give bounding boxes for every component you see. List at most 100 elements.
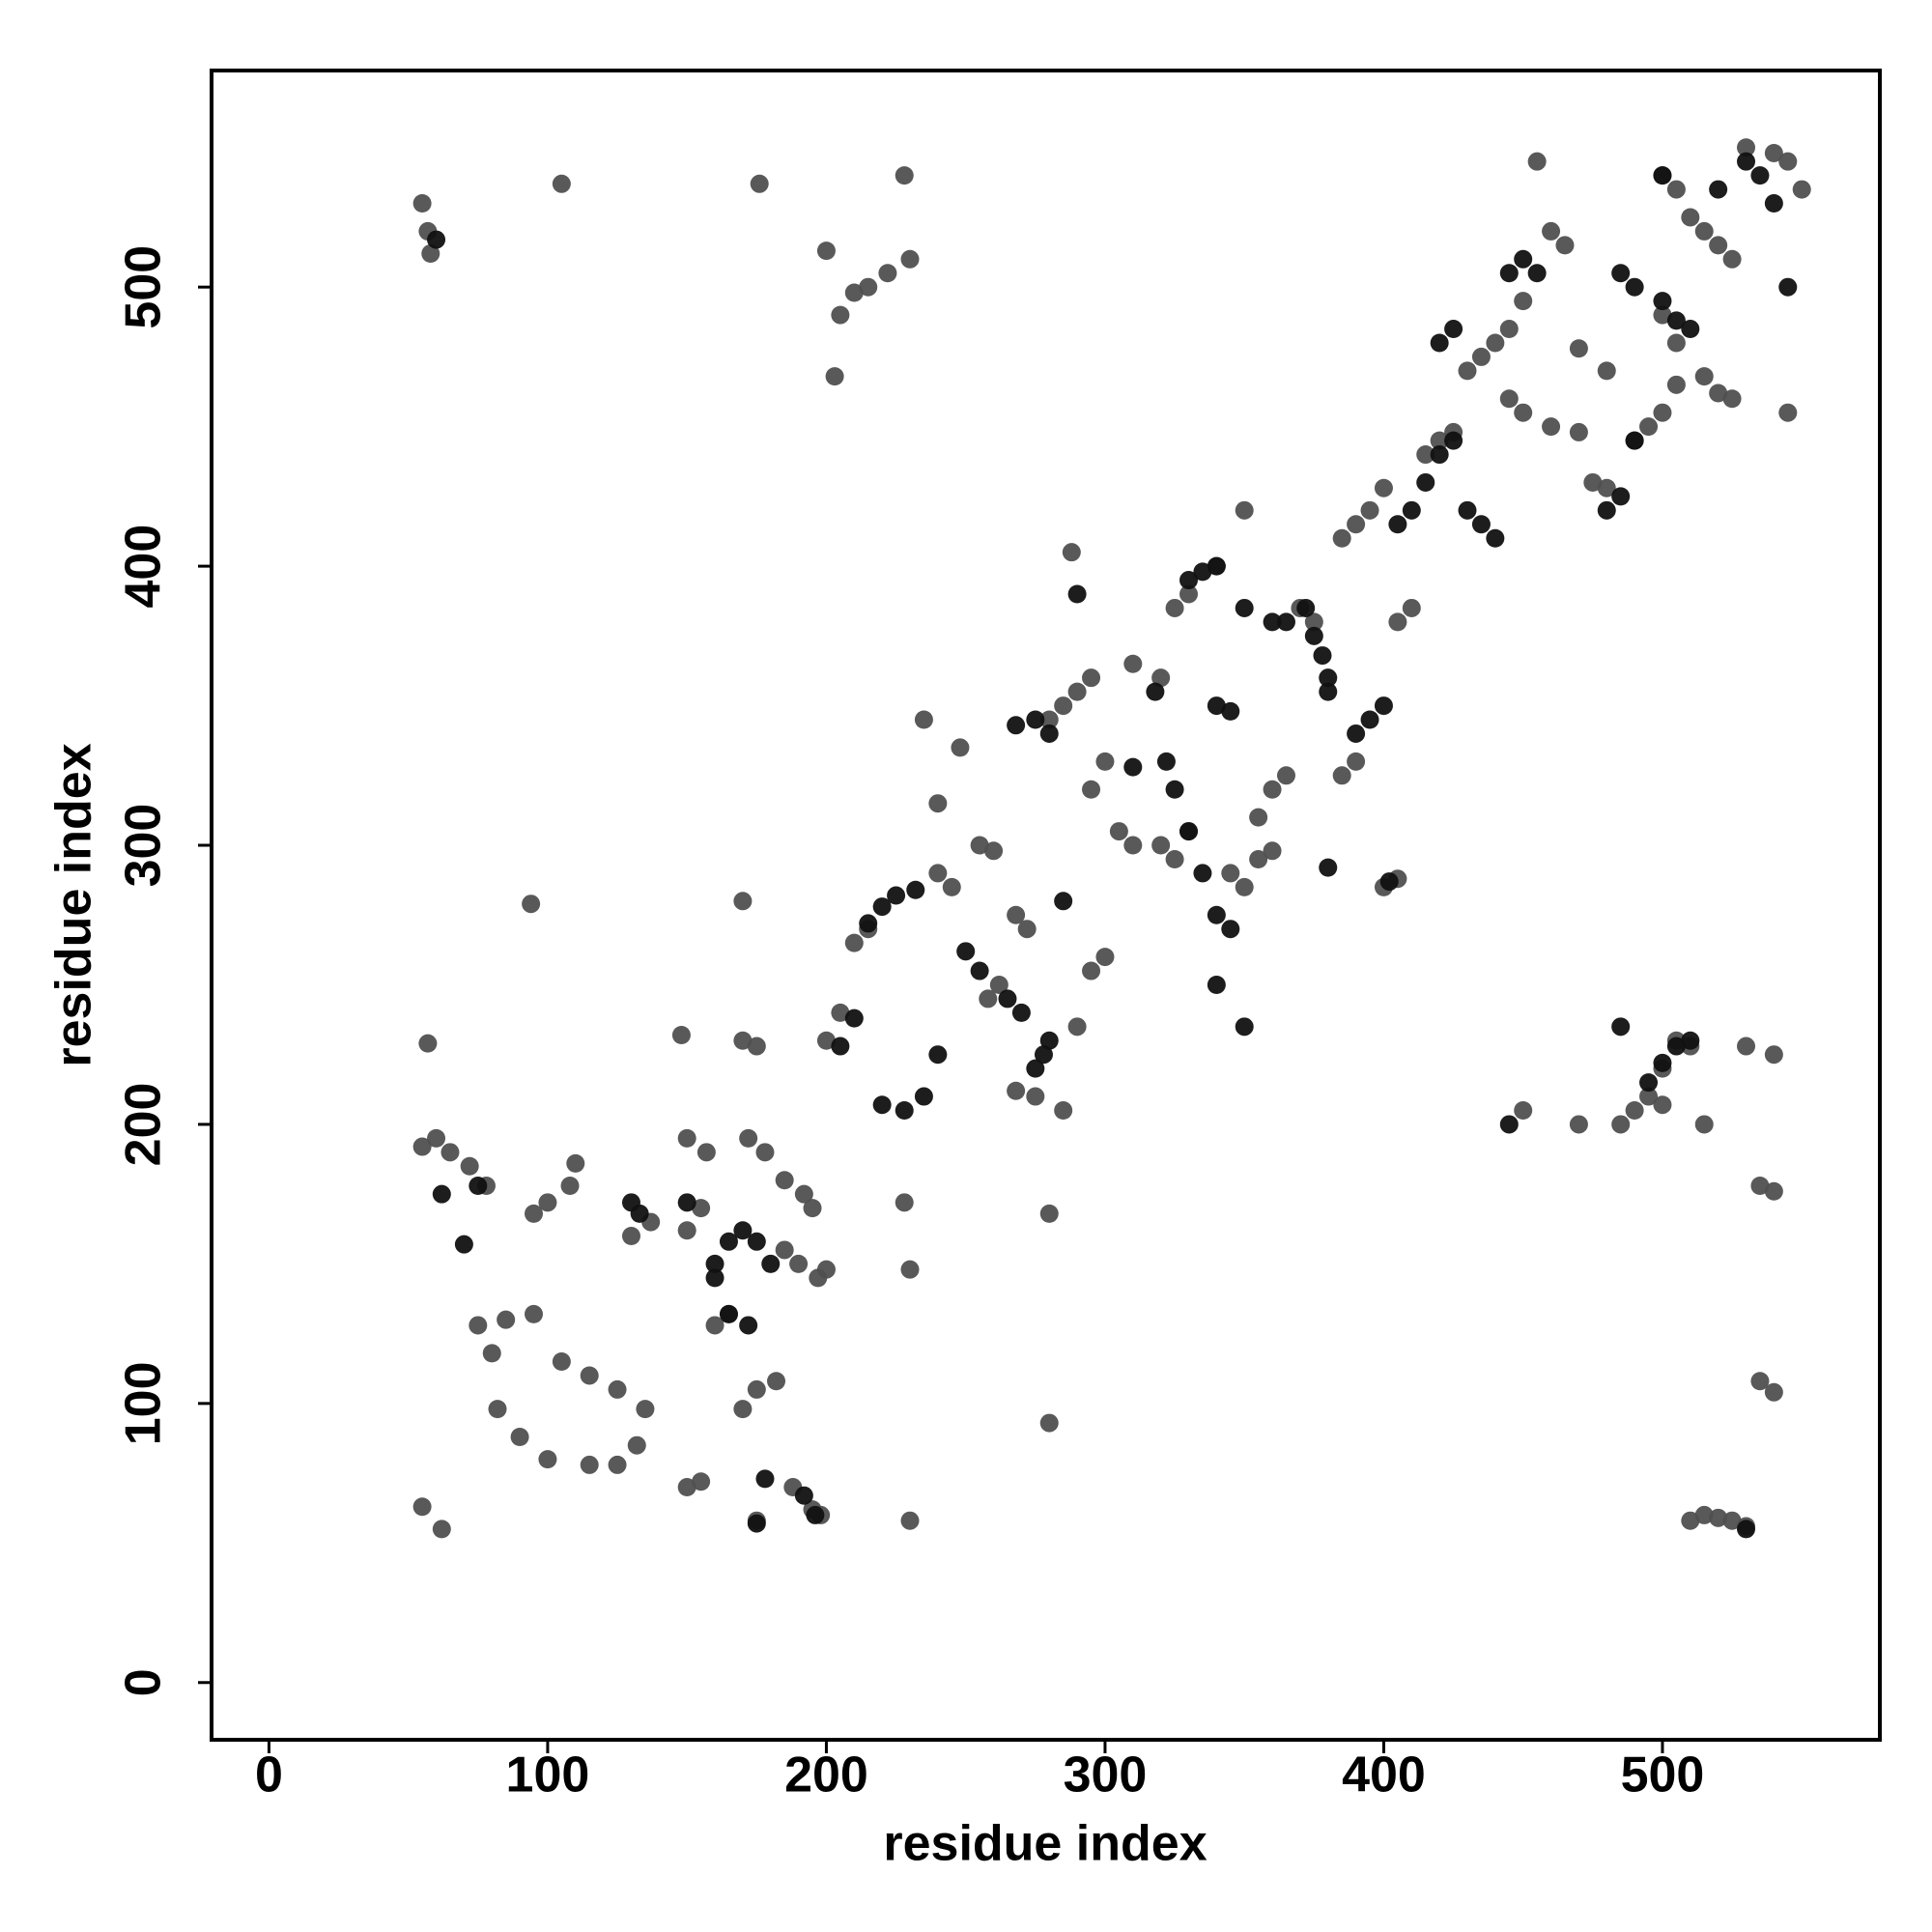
point — [1207, 696, 1226, 716]
point — [733, 1031, 753, 1050]
point — [1653, 1095, 1672, 1115]
point — [1402, 500, 1421, 520]
point — [755, 1469, 775, 1489]
point — [1681, 1031, 1700, 1050]
point — [1514, 403, 1533, 422]
point — [1611, 1017, 1631, 1037]
point — [761, 1254, 781, 1273]
point — [1026, 710, 1045, 729]
point — [1221, 864, 1240, 883]
point — [1722, 389, 1742, 409]
point — [942, 877, 961, 896]
point — [1750, 1177, 1770, 1196]
y-tick-label: 0 — [116, 1668, 172, 1696]
point — [1082, 961, 1101, 980]
y-tick-label: 100 — [116, 1361, 172, 1445]
point — [1778, 277, 1798, 297]
point — [1639, 1087, 1659, 1106]
point — [427, 230, 446, 249]
point — [677, 1128, 696, 1148]
point — [900, 249, 920, 269]
point — [1653, 292, 1672, 311]
x-tick-label: 200 — [784, 1747, 868, 1804]
point — [1165, 780, 1184, 799]
point — [998, 989, 1017, 1009]
point — [705, 1316, 724, 1335]
point — [1458, 361, 1477, 381]
point — [1379, 872, 1399, 892]
point — [984, 841, 1004, 861]
point — [895, 1100, 914, 1120]
point — [1039, 1413, 1059, 1433]
point — [1374, 696, 1393, 716]
point — [1082, 668, 1101, 688]
point — [789, 1254, 809, 1273]
point — [538, 1193, 557, 1212]
point — [1430, 445, 1449, 465]
point — [608, 1379, 627, 1399]
point — [1499, 264, 1519, 283]
point — [627, 1435, 646, 1455]
point — [1054, 892, 1073, 911]
point — [1360, 710, 1379, 729]
point — [1165, 849, 1184, 868]
x-tick-label: 500 — [1621, 1747, 1705, 1804]
point — [1666, 333, 1686, 353]
point — [621, 1227, 640, 1246]
point — [1082, 780, 1101, 799]
point — [1471, 515, 1491, 534]
point — [1611, 487, 1631, 506]
point — [1694, 1115, 1714, 1134]
point — [831, 1037, 850, 1056]
point — [677, 1193, 696, 1212]
point — [775, 1171, 794, 1190]
point — [1792, 180, 1811, 199]
point — [412, 1137, 432, 1156]
point — [747, 1379, 766, 1399]
point — [750, 174, 769, 193]
points — [412, 138, 1811, 1539]
point — [719, 1232, 738, 1251]
point — [1193, 562, 1212, 582]
point — [747, 1037, 766, 1056]
point — [1304, 626, 1323, 645]
y-tick-label: 400 — [116, 525, 172, 609]
point — [421, 244, 440, 264]
point — [692, 1472, 711, 1492]
point — [1151, 836, 1171, 855]
point — [1388, 515, 1407, 534]
point — [636, 1400, 655, 1419]
point — [1235, 877, 1254, 896]
point — [806, 1505, 825, 1524]
point — [1694, 1505, 1714, 1524]
point — [1694, 367, 1714, 386]
point — [1653, 166, 1672, 185]
point — [1039, 710, 1059, 729]
point — [970, 961, 989, 980]
point — [1542, 221, 1561, 241]
point — [1319, 682, 1338, 701]
point — [1653, 403, 1672, 422]
point — [747, 1232, 766, 1251]
point — [956, 942, 976, 961]
point — [1146, 682, 1165, 701]
point — [794, 1486, 813, 1505]
point — [427, 1128, 446, 1148]
point — [1639, 417, 1659, 437]
point — [1026, 1059, 1045, 1078]
point — [1514, 1100, 1533, 1120]
point — [1722, 1511, 1742, 1530]
point — [1694, 221, 1714, 241]
point — [692, 1199, 711, 1218]
point — [1569, 339, 1588, 358]
y-tick-label: 300 — [116, 804, 172, 888]
point — [979, 989, 998, 1009]
point — [1276, 766, 1295, 785]
point — [1347, 515, 1366, 534]
point — [552, 1352, 571, 1372]
point — [1221, 701, 1240, 721]
point — [1430, 333, 1449, 353]
point — [767, 1372, 786, 1391]
point — [1165, 598, 1184, 617]
point — [1611, 264, 1631, 283]
